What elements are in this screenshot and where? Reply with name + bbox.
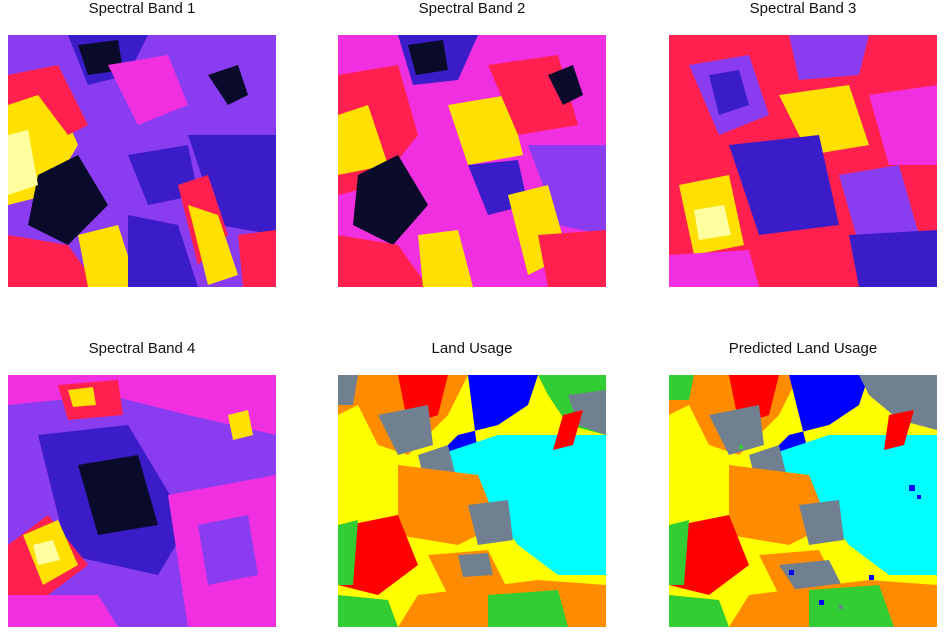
spectral-band-2-image: [338, 35, 606, 287]
land-usage-map: [338, 375, 606, 627]
spectral-band-4-image: [8, 375, 276, 627]
panel-title: Predicted Land Usage: [728, 340, 878, 357]
panel-title: Spectral Band 4: [88, 340, 196, 357]
panel-predicted-land-usage: Predicted Land Usage: [669, 340, 937, 630]
panel-land-usage: Land Usage: [338, 340, 606, 630]
spectral-band-3-image: [669, 35, 937, 287]
panel-spectral-band-1: Spectral Band 1: [8, 0, 276, 290]
panel-title: Land Usage: [431, 340, 513, 357]
panel-spectral-band-4: Spectral Band 4: [8, 340, 276, 630]
panel-title: Spectral Band 2: [418, 0, 526, 17]
panel-title: Spectral Band 3: [749, 0, 857, 17]
panel-spectral-band-3: Spectral Band 3: [669, 0, 937, 290]
panel-spectral-band-2: Spectral Band 2: [338, 0, 606, 290]
predicted-land-usage-map: [669, 375, 937, 627]
spectral-band-1-image: [8, 35, 276, 287]
panel-title: Spectral Band 1: [88, 0, 196, 17]
